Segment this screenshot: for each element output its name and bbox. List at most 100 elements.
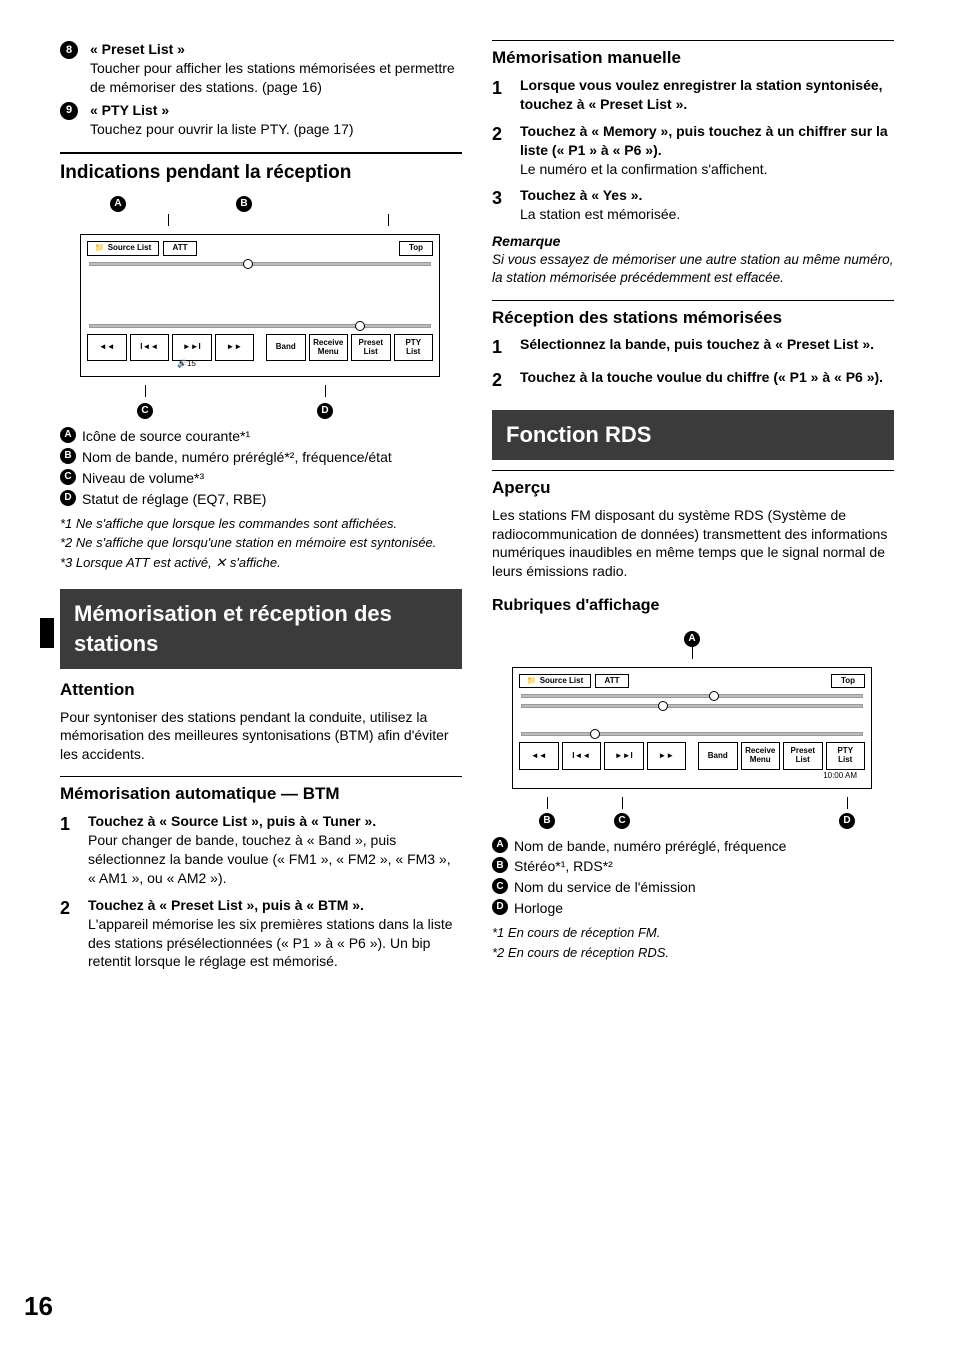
pty-list-button[interactable]: PTY List [394,334,434,362]
btn-label: Source List [540,677,584,686]
item-number-icon: 9 [60,102,78,120]
band-button[interactable]: Band [266,334,306,362]
subheading: Aperçu [492,477,894,500]
ui-mock-rds: 📁 Source List ATT Top ◄◄ I◄◄ ►►I ►► Band… [512,667,872,789]
legend-text: Icône de source courante*¹ [82,427,250,446]
slider[interactable] [89,262,431,266]
seek-fwd-button[interactable]: ►►I [604,742,644,770]
seek-back-button[interactable]: I◄◄ [130,334,170,362]
callout-c-icon: C [614,813,630,829]
item-body: Toucher pour afficher les stations mémor… [90,59,462,97]
source-list-button[interactable]: 📁 Source List [519,674,591,689]
ui-mock-radio: 📁 Source List ATT Top ◄◄ I◄◄ ►►I ►► Band… [80,234,440,377]
callout-d-icon: D [317,403,333,419]
legend-d-icon: D [60,490,76,506]
step-head: Lorsque vous voulez enregistrer la stati… [520,76,894,114]
subheading: Réception des stations mémorisées [492,307,894,330]
legend-text: Horloge [514,899,563,918]
receive-menu-button[interactable]: Receive Menu [309,334,349,362]
page-number: 16 [24,1289,53,1324]
subheading: Attention [60,679,462,702]
legend-c-icon: C [492,878,508,894]
item-title: « Preset List » [90,40,462,59]
legend-b-icon: B [60,448,76,464]
receive-menu-button[interactable]: Receive Menu [741,742,781,770]
preset-list-button[interactable]: Preset List [783,742,823,770]
step: 2 Touchez à « Preset List », puis à « BT… [60,896,462,972]
callout-b-icon: B [539,813,555,829]
clock-label: 10:00 AM [519,771,865,782]
step-number: 2 [492,122,510,179]
btn-label: Source List [108,244,152,253]
paragraph: Les stations FM disposant du système RDS… [492,506,894,582]
callout-c-icon: C [137,403,153,419]
legend-list: A Icône de source courante*¹ B Nom de band… [60,427,462,509]
step: 2 Touchez à « Memory », puis touchez à u… [492,122,894,179]
step-body-text: Le numéro et la confirmation s'affichent… [520,160,894,179]
callout-d-icon: D [839,813,855,829]
step-head: Touchez à « Yes ». [520,186,894,205]
step-body-text: L'appareil mémorise les six premières st… [88,915,462,972]
paragraph: Pour syntoniser des stations pendant la … [60,708,462,765]
step-number: 1 [492,335,510,359]
step-head: Touchez à la touche voulue du chiffre («… [520,368,894,387]
subheading: Rubriques d'affichage [492,595,894,617]
feature-item: 9 « PTY List » Touchez pour ouvrir la li… [60,101,462,139]
att-button[interactable]: ATT [163,241,197,256]
section-box-heading: Fonction RDS [492,410,894,460]
preset-list-button[interactable]: Preset List [351,334,391,362]
legend-text: Niveau de volume*³ [82,469,204,488]
legend-a-icon: A [492,837,508,853]
pty-list-button[interactable]: PTY List [826,742,866,770]
legend-text: Statut de réglage (EQ7, RBE) [82,490,266,509]
step: 3 Touchez à « Yes ». La station est mémo… [492,186,894,224]
legend-c-icon: C [60,469,76,485]
step-number: 3 [492,186,510,224]
legend-list: A Nom de bande, numéro préréglé, fréquenc… [492,837,894,919]
footnotes: *1 En cours de réception FM. *2 En cours… [492,924,894,961]
seek-back-button[interactable]: I◄◄ [562,742,602,770]
top-button[interactable]: Top [399,241,433,256]
step-number: 1 [492,76,510,114]
slider[interactable] [521,704,863,708]
section-heading: Indications pendant la réception [60,160,462,186]
slider[interactable] [521,732,863,736]
seek-fwd-button[interactable]: ►►I [172,334,212,362]
att-button[interactable]: ATT [595,674,629,689]
legend-text: Nom de bande, numéro préréglé*², fréquen… [82,448,392,467]
callout-b-icon: B [236,196,252,212]
legend-text: Nom de bande, numéro préréglé, fréquence [514,837,786,856]
legend-d-icon: D [492,899,508,915]
note-body: Si vous essayez de mémoriser une autre s… [492,251,894,287]
top-button[interactable]: Top [831,674,865,689]
legend-a-icon: A [60,427,76,443]
slider[interactable] [89,324,431,328]
section-box-heading: Mémorisation et réception des stations [60,589,462,668]
step-head: Touchez à « Preset List », puis à « BTM … [88,896,462,915]
seek-fwd-fast-button[interactable]: ►► [215,334,255,362]
step-body-text: Pour changer de bande, touchez à « Band … [88,831,462,888]
item-body: Touchez pour ouvrir la liste PTY. (page … [90,120,462,139]
feature-item: 8 « Preset List » Toucher pour afficher … [60,40,462,97]
legend-text: Stéréo*¹, RDS*² [514,857,613,876]
note-heading: Remarque [492,232,894,251]
step: 1 Sélectionnez la bande, puis touchez à … [492,335,894,359]
step-number: 2 [60,896,78,972]
step-number: 1 [60,812,78,888]
step: 2 Touchez à la touche voulue du chiffre … [492,368,894,392]
seek-back-fast-button[interactable]: ◄◄ [87,334,127,362]
step-head: Touchez à « Memory », puis touchez à un … [520,122,894,160]
seek-fwd-fast-button[interactable]: ►► [647,742,687,770]
seek-back-fast-button[interactable]: ◄◄ [519,742,559,770]
band-button[interactable]: Band [698,742,738,770]
step-number: 2 [492,368,510,392]
ui-callout-wrap: A 📁 Source List ATT Top ◄◄ I◄◄ ►►I ►► [512,627,872,829]
source-list-button[interactable]: 📁 Source List [87,241,159,256]
legend-text: Nom du service de l'émission [514,878,696,897]
subheading: Mémorisation automatique — BTM [60,783,462,806]
step: 1 Lorsque vous voulez enregistrer la sta… [492,76,894,114]
slider[interactable] [521,694,863,698]
legend-b-icon: B [492,857,508,873]
page-side-tab [40,618,54,648]
item-title: « PTY List » [90,101,462,120]
